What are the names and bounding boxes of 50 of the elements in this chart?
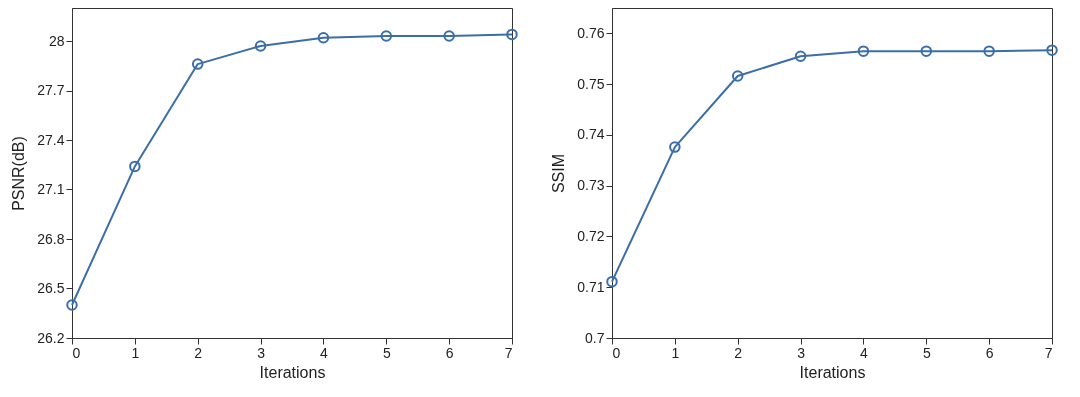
point (857, 45, 870, 57)
y-tick-label: 26.5 (37, 280, 65, 296)
x-tick-label: 7 (1044, 344, 1053, 361)
x-tick-label: 1 (131, 344, 140, 361)
y-tick-label: 27.4 (37, 131, 65, 148)
x-tick-label: 7 (504, 344, 513, 361)
y-axis-title: SSIM (550, 153, 568, 194)
y-tick-label: 0.72 (577, 227, 605, 244)
x-tick-label: 3 (257, 344, 266, 361)
x-tick-label: 4 (320, 344, 329, 361)
x-tick-label: 2 (734, 344, 743, 361)
x-tick-label: 5 (922, 344, 931, 361)
point (66, 299, 78, 311)
point (1046, 44, 1058, 56)
x-tick-label: 0 (612, 344, 621, 361)
y-tick-label: 0.76 (577, 24, 605, 41)
point (794, 50, 807, 62)
y-tick-label: 27.1 (37, 181, 65, 197)
x-tick-label: 0 (72, 344, 81, 361)
x-tick-label: 3 (797, 344, 806, 361)
y-tick-label: 26.2 (37, 329, 65, 346)
x-tick-label: 6 (985, 344, 994, 361)
y-tick-label: 0.75 (577, 75, 605, 92)
point (443, 30, 455, 42)
point (317, 31, 330, 44)
point (380, 30, 393, 42)
point (191, 58, 204, 70)
x-axis-title: Iterations (799, 363, 866, 381)
point (506, 28, 518, 41)
y-tick-label: 28 (48, 32, 65, 49)
x-tick-label: 4 (860, 344, 869, 361)
y-tick-label: 27.7 (37, 82, 65, 98)
point (920, 45, 933, 57)
y-tick-label: 0.73 (577, 177, 605, 194)
x-tick-label: 5 (382, 344, 391, 361)
point (731, 70, 744, 82)
y-tick-label: 0.71 (577, 278, 605, 295)
y-tick-label: 26.8 (37, 230, 65, 247)
x-tick-label: 6 (445, 344, 454, 361)
y-tick-label: 0.7 (585, 329, 605, 346)
y-tick-label: 0.74 (577, 126, 605, 143)
x-axis-title: Iterations (259, 363, 326, 381)
point (606, 275, 618, 288)
y-axis-title: PSNR(dB) (10, 136, 28, 211)
point (254, 40, 267, 52)
point (129, 160, 141, 173)
point (669, 141, 681, 153)
point (983, 45, 995, 57)
x-tick-label: 1 (671, 344, 680, 361)
x-tick-label: 2 (194, 344, 203, 361)
